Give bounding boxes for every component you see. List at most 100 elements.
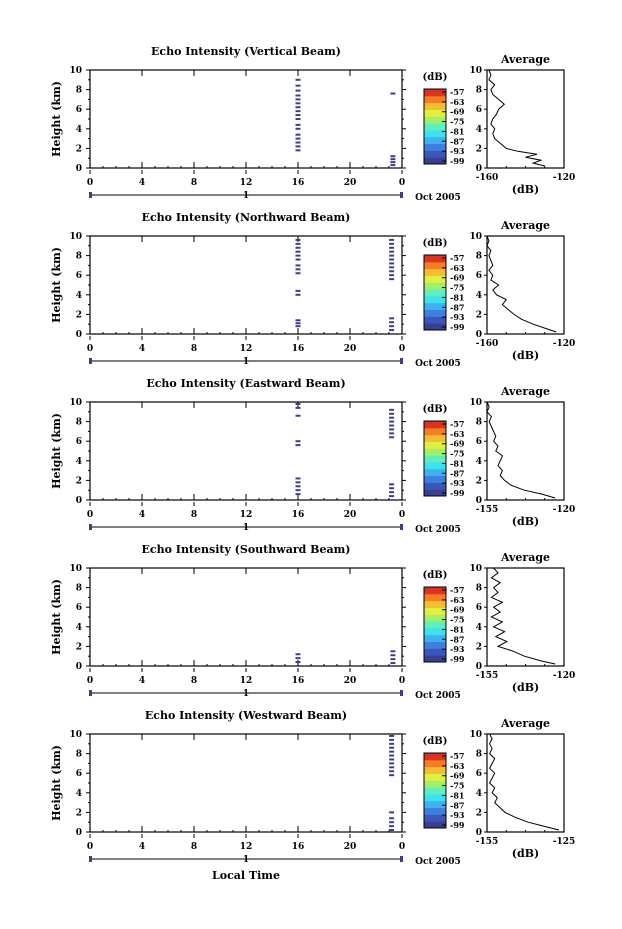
colorbar-segment [424,800,446,809]
average-y-tick-label: 8 [476,418,482,428]
colorbar-segment [424,655,446,663]
echo-mark [390,654,396,657]
echo-mark [389,742,395,745]
echo-mark [295,84,301,87]
echo-mark [295,94,301,97]
colorbar-segment [424,607,446,615]
average-y-tick-label: 10 [469,564,482,574]
echo-mark [389,758,395,761]
echo-mark [389,487,395,490]
y-axis-label: Height (km) [50,81,63,157]
colorbar-segment [424,614,446,622]
y-tick-label: 8 [76,584,82,594]
echo-mark [295,444,301,447]
average-profile-line [488,69,545,167]
average-y-tick-label: 2 [476,642,482,652]
average-y-tick-label: 4 [476,623,482,633]
colorbar-segment [424,275,446,283]
echo-mark [389,746,395,749]
echo-mark [295,110,301,113]
y-tick-label: 2 [76,642,82,652]
average-y-tick-label: 6 [476,769,482,779]
echo-mark [389,238,395,241]
x-tick-label: 0 [87,842,93,852]
colorbar-tick-label: -81 [450,790,464,800]
colorbar-segment [424,309,446,317]
panel-title: Echo Intensity (Northward Beam) [142,211,351,224]
x-tick-label: 0 [399,178,405,188]
echo-mark [295,325,301,328]
echo-mark [389,817,395,820]
average-y-tick-label: 8 [476,584,482,594]
colorbar-segment [424,295,446,304]
average-y-tick-label: 10 [469,66,482,76]
echo-mark [389,246,395,249]
x-tick-label: 0 [87,178,93,188]
colorbar-segment [424,455,446,463]
colorbar-tick-label: -75 [450,449,464,459]
average-title: Average [500,53,550,66]
average-x-tick-label: -155 [476,837,499,847]
average-x-label: (dB) [512,183,539,196]
echo-mark [295,78,301,81]
echo-mark [295,485,301,488]
average-y-tick-label: 10 [469,232,482,242]
average-x-label: (dB) [512,515,539,528]
y-tick-label: 2 [76,476,82,486]
colorbar-tick-label: -75 [450,781,464,791]
x-tick-label: 0 [399,842,405,852]
average-y-tick-label: 6 [476,437,482,447]
echo-mark [295,149,301,152]
echo-mark [389,774,395,777]
colorbar-tick-label: -57 [450,419,464,429]
average-y-tick-label: 10 [469,398,482,408]
echo-mark [295,127,301,130]
colorbar-tick-label: -81 [450,126,464,136]
day-label: 1 [243,689,249,699]
average-title: Average [500,219,550,232]
echo-mark [295,661,301,664]
colorbar-segment [424,434,446,442]
echo-mark [295,250,301,253]
y-axis-label: Height (km) [50,745,63,821]
echo-mark [295,406,301,409]
average-y-tick-label: 4 [476,789,482,799]
x-tick-label: 16 [292,842,305,852]
colorbar-tick-label: -87 [450,136,464,146]
colorbar-segment [424,123,446,131]
echo-mark [295,293,301,296]
colorbar-tick-label: -69 [450,439,465,449]
average-y-tick-label: 6 [476,603,482,613]
echo-mark [389,432,395,435]
colorbar-segment [424,323,446,331]
colorbar-segment [424,150,446,158]
x-tick-label: 0 [399,510,405,520]
day-bar-start [89,192,92,198]
average-x-tick-label: -155 [476,671,499,681]
colorbar-frame [423,88,447,165]
average-title: Average [500,385,550,398]
average-x-tick-label: -120 [553,505,576,515]
echo-mark [295,319,301,322]
average-frame [486,733,565,833]
echo-mark [389,412,395,415]
y-tick-label: 4 [76,291,82,301]
echo-mark [295,477,301,480]
echo-mark [295,264,301,267]
echo-mark [389,436,395,439]
echo-mark [295,137,301,140]
colorbar-segment [424,780,446,788]
colorbar-tick-label: -57 [450,585,464,595]
echo-mark [295,118,301,120]
average-profile-line [488,733,560,831]
colorbar-segment [424,759,446,768]
average-x-tick-label: -160 [476,339,499,349]
average-y-tick-label: 6 [476,105,482,115]
average-y-tick-label: 8 [476,86,482,96]
echo-mark [389,250,395,253]
x-tick-label: 16 [292,510,305,520]
x-tick-label: 20 [344,510,357,520]
colorbar-segment [424,600,446,608]
echo-mark [295,402,301,405]
